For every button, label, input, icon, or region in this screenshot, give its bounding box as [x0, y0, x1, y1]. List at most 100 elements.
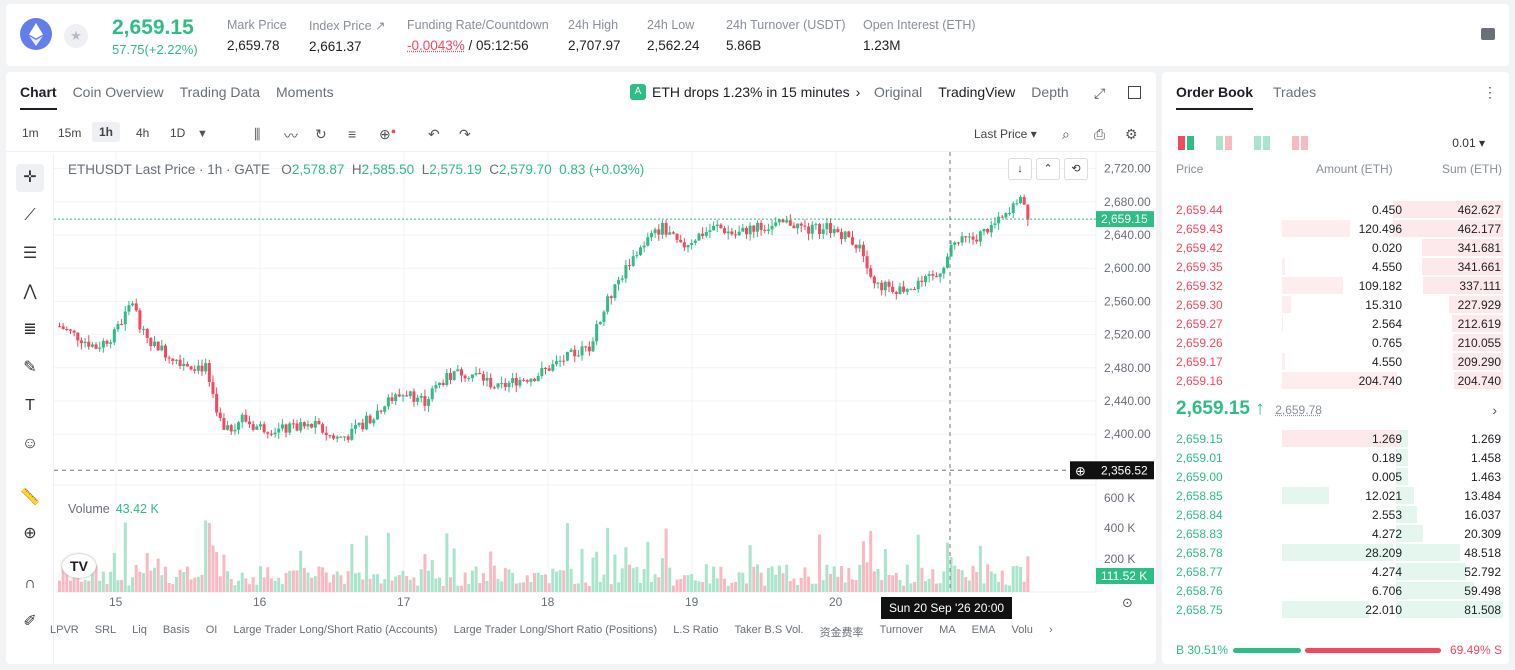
search-icon[interactable]: ⌕ [1062, 126, 1070, 142]
candle-type-icon[interactable]: ⫼ [254, 126, 261, 142]
add-indicator-icon[interactable]: ⊕● [379, 126, 397, 142]
indicator-liq[interactable]: Liq [132, 624, 147, 636]
indicator-taker-vol[interactable]: Taker B.S Vol. [734, 624, 804, 636]
indicator-basis[interactable]: Basis [162, 624, 190, 636]
timeframe-15m[interactable]: 15m [58, 126, 82, 140]
bid-row[interactable]: 2,658.78 28.209 48.518 [1162, 543, 1509, 562]
template-icon[interactable]: ≡ [348, 126, 357, 142]
ask-row[interactable]: 2,659.26 0.765 210.055 [1162, 333, 1509, 352]
bid-row[interactable]: 2,658.85 12.021 13.484 [1162, 486, 1509, 505]
chevron-right-icon[interactable]: › [1048, 624, 1053, 636]
indicator-ls-accounts[interactable]: Large Trader Long/Short Ratio (Accounts) [233, 624, 438, 636]
bid-row[interactable]: 2,658.84 2.553 16.037 [1162, 505, 1509, 524]
undo-icon[interactable]: ↶ [428, 126, 440, 142]
add-alert-icon[interactable]: ⊕ [1075, 464, 1086, 479]
chevron-down-icon[interactable]: ▼ [197, 128, 208, 140]
ask-row[interactable]: 2,659.17 4.550 209.290 [1162, 352, 1509, 371]
volume-bar [850, 579, 854, 592]
ask-row[interactable]: 2,659.32 109.182 337.111 [1162, 276, 1509, 295]
indicator-lpvr[interactable]: LPVR [50, 624, 79, 636]
price-type-select[interactable]: Last Price ▾ [974, 127, 1037, 141]
indicator-oi[interactable]: OI [205, 624, 218, 636]
timeframe-4h[interactable]: 4h [136, 126, 150, 140]
indicator-funding-rate[interactable]: 资金费率 [819, 627, 864, 639]
candle-body [788, 220, 792, 226]
reset-icon[interactable]: ⟲ [1064, 158, 1088, 180]
text-icon[interactable]: T [25, 397, 35, 414]
tick-size-select[interactable]: 0.01 ▾ [1452, 136, 1485, 150]
book-icon[interactable] [1481, 28, 1495, 40]
favorite-star-icon[interactable]: ★ [64, 24, 88, 48]
gear-icon[interactable]: ⚙ [1125, 126, 1138, 142]
bid-row[interactable]: 2,658.75 22.010 81.508 [1162, 600, 1509, 619]
tab-order-book[interactable]: Order Book [1176, 84, 1254, 110]
ask-row[interactable]: 2,659.44 0.450 462.627 [1162, 200, 1509, 219]
volume-bar [679, 579, 683, 592]
window-icon[interactable] [1128, 86, 1141, 99]
indicator-ema[interactable]: EMA [971, 624, 996, 636]
brush-icon[interactable]: ✎ [23, 359, 37, 376]
chevron-right-icon[interactable]: › [1492, 402, 1497, 418]
view-depth[interactable]: Depth [1031, 84, 1069, 100]
bid-row[interactable]: 2,659.15 1.269 1.269 [1162, 429, 1509, 448]
ruler-icon[interactable]: 📏 [20, 489, 40, 506]
pattern-icon[interactable]: ⋀ [23, 283, 37, 300]
fib-icon[interactable]: ≣ [23, 321, 37, 338]
tab-coin-overview[interactable]: Coin Overview [72, 84, 164, 100]
candle-body [737, 231, 741, 236]
pencil-icon[interactable]: ✐ [23, 613, 37, 630]
camera-icon[interactable]: ⎙ [1094, 126, 1106, 142]
bid-row[interactable]: 2,658.83 4.272 20.309 [1162, 524, 1509, 543]
bid-row[interactable]: 2,659.00 0.005 1.463 [1162, 467, 1509, 486]
ask-row[interactable]: 2,659.43 120.496 462.177 [1162, 219, 1509, 238]
indicator-ls-positions[interactable]: Large Trader Long/Short Ratio (Positions… [453, 624, 658, 636]
scroll-down-icon[interactable]: ↓ [1008, 158, 1032, 180]
zoom-in-icon[interactable]: ⊕ [23, 525, 37, 542]
ask-row[interactable]: 2,659.42 0.020 341.681 [1162, 238, 1509, 257]
refresh-icon[interactable]: ↻ [315, 126, 327, 142]
view-original[interactable]: Original [874, 84, 923, 100]
bid-row[interactable]: 2,658.77 4.274 52.792 [1162, 562, 1509, 581]
more-icon[interactable]: ⋮ [1483, 84, 1497, 100]
view-tradingview[interactable]: TradingView [938, 84, 1016, 100]
collapse-icon[interactable]: ⌃ [1036, 158, 1060, 180]
expand-icon[interactable]: ⤢ [1094, 85, 1106, 101]
tab-trading-data[interactable]: Trading Data [179, 84, 261, 100]
chart-tabs: Chart Coin Overview Trading Data Moments [20, 84, 334, 110]
timeframe-1h[interactable]: 1h [92, 122, 121, 142]
funding-rate-value[interactable]: -0.0043% [407, 38, 465, 53]
mode-asks-icon[interactable] [1292, 136, 1308, 150]
emoji-icon[interactable]: ☺ [21, 435, 39, 452]
timeframe-1d[interactable]: 1D [170, 126, 186, 140]
timeframe-1m[interactable]: 1m [22, 126, 39, 140]
horizontal-lines-icon[interactable]: ☰ [22, 245, 38, 262]
indicator-volume[interactable]: Volu [1011, 624, 1033, 636]
ask-row[interactable]: 2,659.16 204.740 204.740 [1162, 371, 1509, 390]
magnet-icon[interactable]: ∩ [24, 575, 36, 592]
ask-row[interactable]: 2,659.30 15.310 227.929 [1162, 295, 1509, 314]
redo-icon[interactable]: ↷ [459, 126, 471, 142]
indicator-ls-ratio[interactable]: L.S Ratio [673, 624, 719, 636]
tab-moments[interactable]: Moments [276, 84, 334, 100]
trendline-icon[interactable]: ⟋ [24, 207, 36, 224]
ask-row[interactable]: 2,659.27 2.564 212.619 [1162, 314, 1509, 333]
volume-bar [284, 573, 288, 592]
mode-both-icon[interactable] [1178, 136, 1194, 150]
indicator-srl[interactable]: SRL [94, 624, 117, 636]
candlestick-chart[interactable]: 2,720.00 2,680.00 2,640.00 2,600.00 2,560.00… [54, 152, 1156, 612]
stat-index-price[interactable]: Index Price ↗ 2,661.37 [309, 18, 385, 54]
settings-icon[interactable]: ⊙ [1122, 596, 1133, 611]
tab-trades[interactable]: Trades [1273, 84, 1317, 100]
indicator-icon[interactable]: 〰 [284, 128, 298, 144]
candle-body [730, 231, 734, 235]
bid-row[interactable]: 2,658.76 6.706 59.498 [1162, 581, 1509, 600]
indicator-turnover[interactable]: Turnover [879, 624, 924, 636]
bid-row[interactable]: 2,659.01 0.189 1.458 [1162, 448, 1509, 467]
crosshair-icon[interactable]: ✛ [16, 164, 44, 192]
mode-split-icon[interactable] [1216, 136, 1232, 150]
mode-bids-icon[interactable] [1254, 136, 1270, 150]
indicator-ma[interactable]: MA [939, 624, 956, 636]
tab-chart[interactable]: Chart [20, 84, 57, 110]
price-alert[interactable]: A ETH drops 1.23% in 15 minutes › [630, 84, 860, 100]
ask-row[interactable]: 2,659.35 4.550 341.661 [1162, 257, 1509, 276]
